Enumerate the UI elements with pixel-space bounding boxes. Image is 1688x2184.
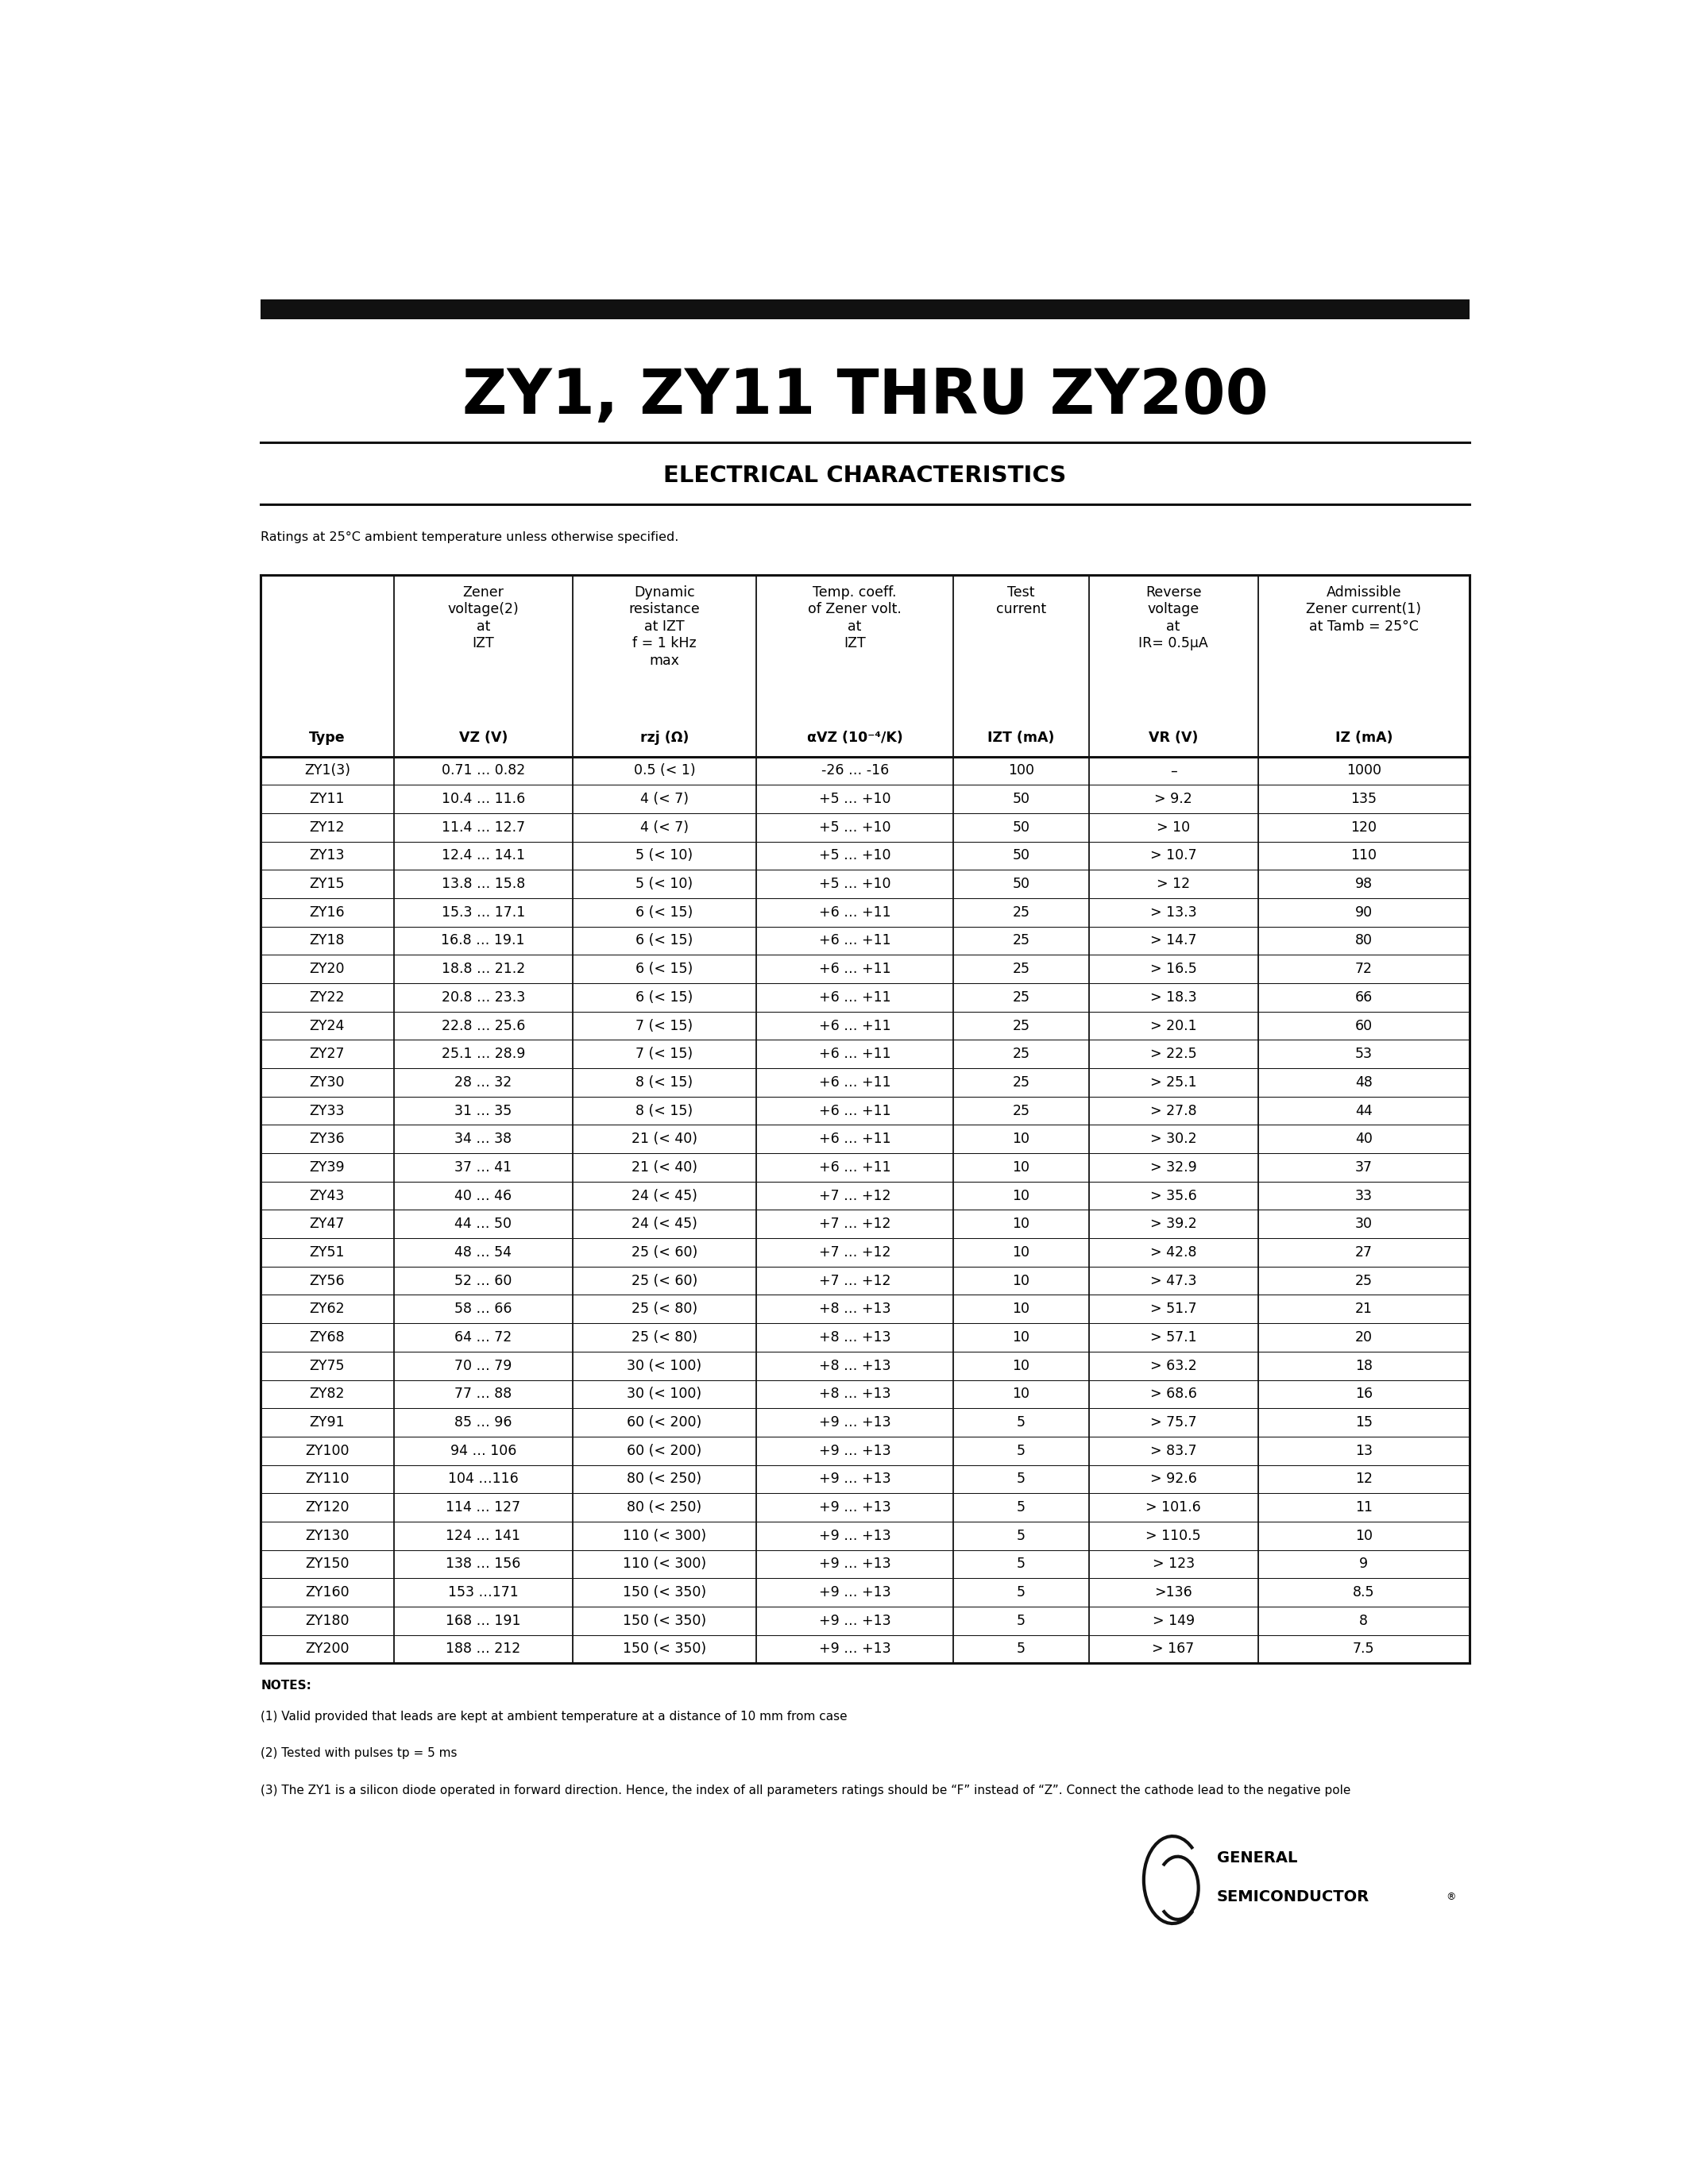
Text: > 57.1: > 57.1 <box>1150 1330 1197 1345</box>
Text: 153 …171: 153 …171 <box>447 1586 518 1599</box>
Text: > 63.2: > 63.2 <box>1150 1358 1197 1374</box>
Text: Zener
voltage(2)
at
IZT: Zener voltage(2) at IZT <box>447 585 518 651</box>
Bar <box>260 299 1470 319</box>
Text: > 167: > 167 <box>1153 1642 1195 1655</box>
Text: 25 (< 80): 25 (< 80) <box>631 1302 697 1317</box>
Text: ZY51: ZY51 <box>309 1245 344 1260</box>
Text: Dynamic
resistance
at IZT
f = 1 kHz
max: Dynamic resistance at IZT f = 1 kHz max <box>630 585 701 668</box>
Text: 7 (< 15): 7 (< 15) <box>636 1046 694 1061</box>
Text: ZY15: ZY15 <box>309 876 344 891</box>
Text: 5 (< 10): 5 (< 10) <box>636 876 694 891</box>
Text: > 51.7: > 51.7 <box>1150 1302 1197 1317</box>
Text: 25: 25 <box>1013 1046 1030 1061</box>
Text: ZY110: ZY110 <box>306 1472 349 1487</box>
Text: ZY82: ZY82 <box>309 1387 344 1402</box>
Text: Type: Type <box>309 729 346 745</box>
Text: 16: 16 <box>1355 1387 1372 1402</box>
Text: 0.5 (< 1): 0.5 (< 1) <box>633 764 695 778</box>
Text: +6 … +11: +6 … +11 <box>819 1103 891 1118</box>
Text: ®: ® <box>1447 1891 1455 1902</box>
Text: ZY16: ZY16 <box>309 904 344 919</box>
Text: 24 (< 45): 24 (< 45) <box>631 1188 697 1203</box>
Text: +8 … +13: +8 … +13 <box>819 1302 891 1317</box>
Text: 25: 25 <box>1013 1018 1030 1033</box>
Text: 25 (< 80): 25 (< 80) <box>631 1330 697 1345</box>
Text: 21: 21 <box>1355 1302 1372 1317</box>
Text: 10: 10 <box>1013 1216 1030 1232</box>
Text: > 12: > 12 <box>1156 876 1190 891</box>
Text: +6 … +11: +6 … +11 <box>819 904 891 919</box>
Text: ZY91: ZY91 <box>309 1415 344 1431</box>
Text: ZY200: ZY200 <box>306 1642 349 1655</box>
Text: > 83.7: > 83.7 <box>1150 1444 1197 1459</box>
Text: 72: 72 <box>1355 961 1372 976</box>
Text: (2) Tested with pulses tp = 5 ms: (2) Tested with pulses tp = 5 ms <box>260 1747 457 1760</box>
Text: 40: 40 <box>1355 1131 1372 1147</box>
Text: ZY68: ZY68 <box>309 1330 344 1345</box>
Text: 25.1 … 28.9: 25.1 … 28.9 <box>441 1046 525 1061</box>
Text: ZY20: ZY20 <box>309 961 344 976</box>
Text: > 149: > 149 <box>1153 1614 1195 1627</box>
Text: 5: 5 <box>1016 1557 1025 1570</box>
Text: GENERAL: GENERAL <box>1217 1850 1298 1865</box>
Text: 10: 10 <box>1013 1245 1030 1260</box>
Text: +6 … +11: +6 … +11 <box>819 961 891 976</box>
Text: 25: 25 <box>1013 904 1030 919</box>
Text: +9 … +13: +9 … +13 <box>819 1444 891 1459</box>
Text: 25 (< 60): 25 (< 60) <box>631 1245 697 1260</box>
Text: 10: 10 <box>1013 1273 1030 1289</box>
Text: 50: 50 <box>1013 850 1030 863</box>
Text: ZY160: ZY160 <box>306 1586 349 1599</box>
Text: +6 … +11: +6 … +11 <box>819 1160 891 1175</box>
Text: 9: 9 <box>1359 1557 1369 1570</box>
Text: 44: 44 <box>1355 1103 1372 1118</box>
Text: 5: 5 <box>1016 1444 1025 1459</box>
Text: ZY33: ZY33 <box>309 1103 344 1118</box>
Text: 18.8 … 21.2: 18.8 … 21.2 <box>441 961 525 976</box>
Text: ZY150: ZY150 <box>306 1557 349 1570</box>
Text: +7 … +12: +7 … +12 <box>819 1245 891 1260</box>
Text: 25: 25 <box>1013 933 1030 948</box>
Text: 22.8 … 25.6: 22.8 … 25.6 <box>441 1018 525 1033</box>
Text: > 68.6: > 68.6 <box>1150 1387 1197 1402</box>
Text: ZY47: ZY47 <box>309 1216 344 1232</box>
Text: 4 (< 7): 4 (< 7) <box>640 821 689 834</box>
Text: Reverse
voltage
at
IR= 0.5μA: Reverse voltage at IR= 0.5μA <box>1138 585 1209 651</box>
Text: +5 … +10: +5 … +10 <box>819 793 891 806</box>
Text: 15.3 … 17.1: 15.3 … 17.1 <box>441 904 525 919</box>
Text: SEMICONDUCTOR: SEMICONDUCTOR <box>1217 1889 1369 1904</box>
Text: 16.8 … 19.1: 16.8 … 19.1 <box>441 933 525 948</box>
Text: > 92.6: > 92.6 <box>1150 1472 1197 1487</box>
Text: 11.4 … 12.7: 11.4 … 12.7 <box>441 821 525 834</box>
Text: 25: 25 <box>1013 961 1030 976</box>
Text: 5 (< 10): 5 (< 10) <box>636 850 694 863</box>
Text: > 10: > 10 <box>1156 821 1190 834</box>
Text: ZY56: ZY56 <box>309 1273 344 1289</box>
Text: +6 … +11: +6 … +11 <box>819 989 891 1005</box>
Text: 48: 48 <box>1355 1075 1372 1090</box>
Text: ZY11: ZY11 <box>309 793 344 806</box>
Text: +9 … +13: +9 … +13 <box>819 1642 891 1655</box>
Text: 10: 10 <box>1013 1188 1030 1203</box>
Text: 6 (< 15): 6 (< 15) <box>636 933 694 948</box>
Text: ZY43: ZY43 <box>309 1188 344 1203</box>
Text: > 30.2: > 30.2 <box>1150 1131 1197 1147</box>
Text: 60 (< 200): 60 (< 200) <box>626 1444 702 1459</box>
Text: 48 … 54: 48 … 54 <box>454 1245 511 1260</box>
Text: 60: 60 <box>1355 1018 1372 1033</box>
Text: 33: 33 <box>1355 1188 1372 1203</box>
Text: > 110.5: > 110.5 <box>1146 1529 1200 1542</box>
Text: 20.8 … 23.3: 20.8 … 23.3 <box>441 989 525 1005</box>
Text: 37 … 41: 37 … 41 <box>454 1160 511 1175</box>
Text: rzj (Ω): rzj (Ω) <box>640 729 689 745</box>
Text: > 20.1: > 20.1 <box>1150 1018 1197 1033</box>
Text: 5: 5 <box>1016 1586 1025 1599</box>
Text: ZY12: ZY12 <box>309 821 344 834</box>
Text: +5 … +10: +5 … +10 <box>819 876 891 891</box>
Text: 50: 50 <box>1013 821 1030 834</box>
Text: 10: 10 <box>1013 1131 1030 1147</box>
Text: 98: 98 <box>1355 876 1372 891</box>
Text: 10: 10 <box>1013 1387 1030 1402</box>
Text: 7 (< 15): 7 (< 15) <box>636 1018 694 1033</box>
Text: 50: 50 <box>1013 876 1030 891</box>
